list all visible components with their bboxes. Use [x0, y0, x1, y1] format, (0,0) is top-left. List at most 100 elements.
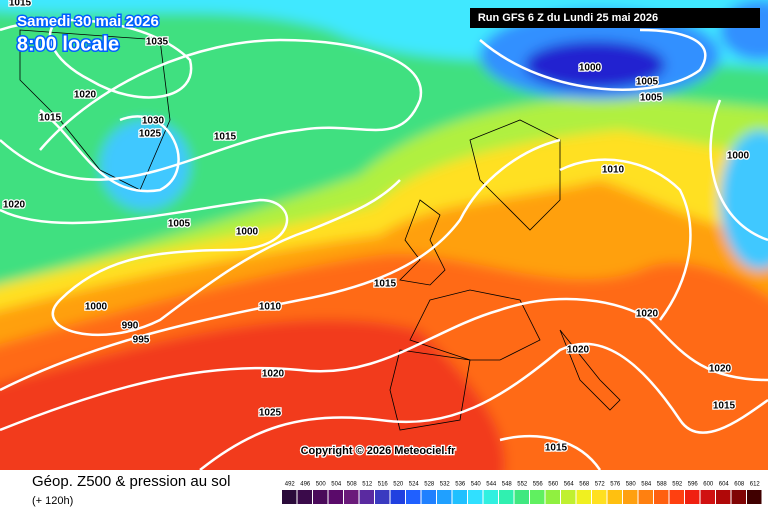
geopotential-field [0, 0, 768, 470]
legend-value: 492 [285, 482, 296, 488]
legend-value: 544 [486, 482, 497, 488]
map: 1015 1035 1020 1015 1030 1025 1015 1020 1005 1000… [0, 0, 768, 470]
legend-swatch [669, 490, 684, 504]
legend-swatch [685, 490, 700, 504]
legend-value: 548 [502, 482, 513, 488]
isobar-label: 1020 [567, 345, 590, 356]
legend-value: 560 [548, 482, 559, 488]
isobar-label: 1015 [374, 279, 397, 290]
legend-swatch [375, 490, 390, 504]
isobar-label: 1000 [727, 151, 750, 162]
footer-lead: (+ 120h) [32, 495, 73, 507]
isobar-label: 1005 [636, 77, 659, 88]
isobar-label: 1035 [146, 37, 169, 48]
coast-uk [399, 199, 446, 286]
legend-swatch [545, 490, 560, 504]
legend-swatch [530, 490, 545, 504]
isobar [0, 138, 561, 392]
isobar [0, 297, 768, 432]
legend-value: 524 [409, 482, 420, 488]
isobar-label: 1020 [262, 369, 285, 380]
isobar-label: 1025 [259, 408, 282, 419]
legend-swatch [731, 490, 746, 504]
coast-iberia [389, 349, 471, 431]
run: Run GFS 6 Z du Lundi 25 mai 2026 [478, 12, 658, 24]
legend-value: 536 [455, 482, 466, 488]
isobar-label: 1015 [214, 132, 237, 143]
isobar [0, 18, 193, 99]
isobar [559, 158, 692, 321]
isobars [0, 18, 768, 470]
isobar-label: 1010 [602, 165, 625, 176]
isobar-label: 1000 [85, 302, 108, 313]
legend-value: 572 [595, 482, 606, 488]
legend-value: 600 [703, 482, 714, 488]
legend-value: 500 [316, 482, 327, 488]
legend-value: 564 [564, 482, 575, 488]
legend-swatch [328, 490, 343, 504]
legend-swatch [607, 490, 622, 504]
isobar-label: 1005 [168, 219, 191, 230]
isobar-label: 1015 [39, 113, 62, 124]
legend-value: 580 [626, 482, 637, 488]
footer-graphic: Géop. Z500 & pression au sol (+ 120h) 49… [32, 473, 762, 507]
coast-greenland [19, 29, 171, 191]
field-darkblue [525, 41, 665, 89]
coast-italy [559, 329, 621, 411]
legend-value: 552 [517, 482, 528, 488]
legend-swatch [344, 490, 359, 504]
isobar [199, 342, 768, 470]
legend-swatch [514, 490, 529, 504]
coastlines [19, 29, 621, 431]
run-box [470, 8, 760, 28]
legend-swatch [561, 490, 576, 504]
legend-swatch [576, 490, 591, 504]
isobar [499, 435, 602, 470]
legend-value: 516 [378, 482, 389, 488]
legend-value: 540 [471, 482, 482, 488]
isobar-label: 1020 [636, 309, 659, 320]
legend-value: 496 [300, 482, 311, 488]
legend-swatch [747, 490, 762, 504]
legend-swatch [654, 490, 669, 504]
isobar [0, 179, 401, 337]
legend-value: 508 [347, 482, 358, 488]
legend-swatch [592, 490, 607, 504]
isobar-label: 1010 [259, 302, 282, 313]
legend-value: 520 [393, 482, 404, 488]
legend-swatch [437, 490, 452, 504]
isobar-label: 1020 [3, 200, 26, 211]
isobar-label: 1030 [142, 116, 165, 127]
isobar [479, 28, 707, 91]
isobar-label: 995 [133, 335, 150, 346]
legend-value: 528 [424, 482, 435, 488]
legend-value: 592 [672, 482, 683, 488]
legend-value: 576 [610, 482, 621, 488]
legend-swatch [700, 490, 715, 504]
legend-value: 512 [362, 482, 373, 488]
time: 8:00 locale [17, 33, 119, 55]
legend-value: 532 [440, 482, 451, 488]
isobar [39, 109, 180, 193]
legend-swatch [282, 490, 297, 504]
legend: 492 496 500 504 508 512 516 520 524 528 532 536 540 5… [282, 482, 762, 504]
legend-swatch [390, 490, 405, 504]
legend-value: 584 [641, 482, 652, 488]
isobar-label: 1025 [139, 129, 162, 140]
legend-value: 612 [750, 482, 761, 488]
legend-swatch [716, 490, 731, 504]
legend-swatch [468, 490, 483, 504]
isobar-label: 1000 [236, 227, 259, 238]
isobar-label: 1015 [9, 0, 32, 9]
legend-value: 608 [734, 482, 745, 488]
isobar-label: 1005 [640, 93, 663, 104]
legend-swatch [452, 490, 467, 504]
legend-value: 568 [579, 482, 590, 488]
legend-swatch [499, 490, 514, 504]
legend-value: 504 [331, 482, 342, 488]
legend-swatch [359, 490, 374, 504]
isobar-label: 1015 [713, 401, 736, 412]
isobar-label: 990 [122, 321, 139, 332]
legend-value: 604 [719, 482, 730, 488]
